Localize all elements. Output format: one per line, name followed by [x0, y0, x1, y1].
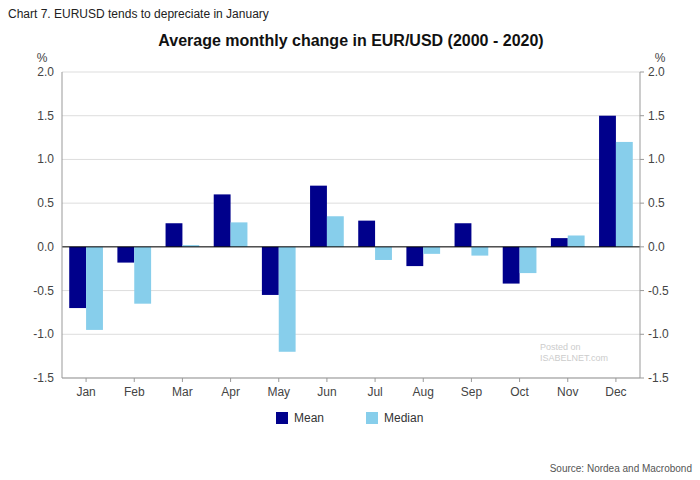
bar [166, 223, 183, 247]
grid-line [62, 159, 640, 160]
title: Average monthly change in EUR/USD (2000 … [158, 32, 543, 49]
legend-swatch [276, 412, 288, 424]
x-tick [86, 378, 87, 382]
bar [69, 247, 86, 308]
x-axis-line [62, 378, 640, 379]
y2-tick [640, 115, 644, 116]
bar [86, 247, 103, 330]
grid-line [62, 72, 640, 73]
bar [117, 247, 134, 263]
y-tick-label: -0.5 [33, 284, 54, 298]
y2-tick [640, 334, 644, 335]
watermark: Posted on [540, 342, 581, 352]
y2-tick [640, 203, 644, 204]
source: Source: Nordea and Macrobond [550, 463, 692, 474]
bar [455, 223, 472, 247]
x-tick-label: Sep [461, 385, 483, 399]
x-tick-label: May [267, 385, 290, 399]
bar [406, 247, 423, 266]
x-tick-label: Oct [510, 385, 529, 399]
x-tick-label: Mar [172, 385, 193, 399]
y2-tick-label: 1.0 [648, 152, 665, 166]
y2-tick-label: -1.5 [648, 371, 669, 385]
bar [599, 116, 616, 247]
watermark: ISABELNET.com [540, 353, 608, 363]
y2-tick [640, 290, 644, 291]
zero-line [62, 246, 640, 247]
y2-axis-line [640, 72, 641, 378]
y2-tick [640, 159, 644, 160]
bar [134, 247, 151, 304]
x-tick-label: Nov [557, 385, 578, 399]
x-tick [230, 378, 231, 382]
y2-tick [640, 246, 644, 247]
x-tick-label: Apr [221, 385, 240, 399]
bar [568, 235, 585, 246]
x-tick [375, 378, 376, 382]
x-tick [326, 378, 327, 382]
bar [358, 221, 375, 247]
grid-line [62, 378, 640, 379]
x-tick [567, 378, 568, 382]
x-tick-label: Jul [367, 385, 382, 399]
y-tick-label: 1.5 [37, 109, 54, 123]
grid [62, 72, 640, 378]
bar [327, 216, 344, 247]
x-tick [519, 378, 520, 382]
bar [520, 247, 537, 273]
grid-line [62, 246, 640, 247]
y2-tick-label: -0.5 [648, 284, 669, 298]
y2-axis-label: % [655, 51, 666, 65]
grid-line [62, 334, 640, 335]
legend-label: Median [384, 411, 423, 425]
bar [423, 247, 440, 254]
y2-tick-label: 2.0 [648, 65, 665, 79]
x-tick [615, 378, 616, 382]
y-tick-label: 0.0 [37, 240, 54, 254]
y2-tick-label: 1.5 [648, 109, 665, 123]
grid-line [62, 115, 640, 116]
x-tick [182, 378, 183, 382]
bar [471, 247, 488, 256]
y2-tick [640, 378, 644, 379]
y-axis-label: % [37, 51, 48, 65]
background [0, 0, 700, 480]
bar [231, 222, 248, 246]
subtitle: Chart 7. EURUSD tends to depreciate in J… [8, 7, 269, 21]
x-tick-label: Aug [413, 385, 434, 399]
legend-swatch [366, 412, 378, 424]
x-tick [471, 378, 472, 382]
x-tick [423, 378, 424, 382]
y2-tick-label: 0.5 [648, 196, 665, 210]
y-tick-label: -1.0 [33, 327, 54, 341]
bar [551, 238, 568, 247]
x-tick-label: Jan [76, 385, 95, 399]
legend-label: Mean [294, 411, 324, 425]
x-tick-label: Dec [605, 385, 626, 399]
y2-tick [640, 72, 644, 73]
bar [262, 247, 279, 295]
grid-line [62, 203, 640, 204]
bars [69, 116, 633, 352]
y-tick-label: 0.5 [37, 196, 54, 210]
legend: Mean Median [276, 411, 423, 425]
y2-tick-label: -1.0 [648, 327, 669, 341]
bar [279, 247, 296, 352]
x-tick-label: Jun [317, 385, 336, 399]
y-axis-line [62, 72, 63, 378]
bar [214, 194, 231, 246]
bar [616, 142, 633, 247]
x-tick [134, 378, 135, 382]
x-tick-label: Feb [124, 385, 145, 399]
y-tick-label: 1.0 [37, 152, 54, 166]
y2-tick-label: 0.0 [648, 240, 665, 254]
y-tick-label: 2.0 [37, 65, 54, 79]
bar [375, 247, 392, 260]
x-tick [278, 378, 279, 382]
bar [503, 247, 520, 284]
y-tick-label: -1.5 [33, 371, 54, 385]
chart: Chart 7. EURUSD tends to depreciate in J… [0, 0, 700, 480]
bar [310, 186, 327, 247]
